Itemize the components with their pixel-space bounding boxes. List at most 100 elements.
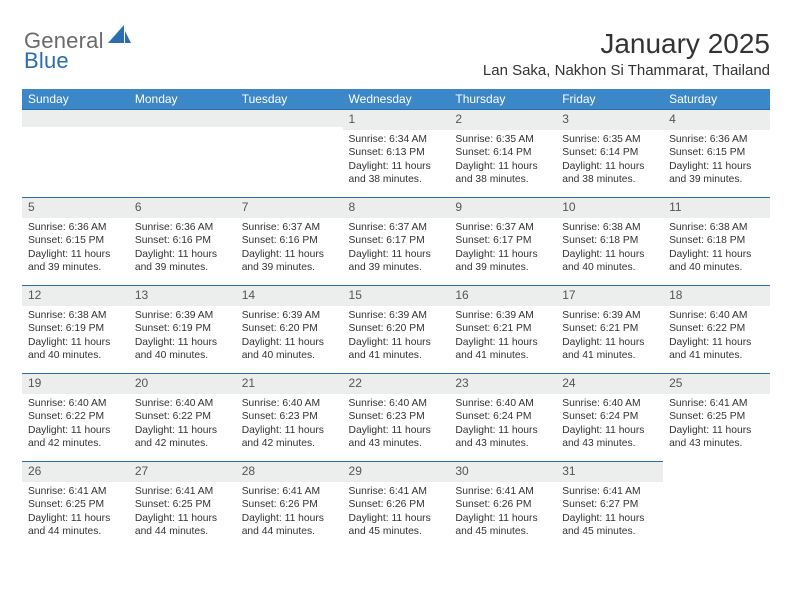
day-number: 4: [663, 109, 770, 130]
calendar-cell: 16Sunrise: 6:39 AMSunset: 6:21 PMDayligh…: [449, 285, 556, 373]
day-content: Sunrise: 6:39 AMSunset: 6:19 PMDaylight:…: [129, 306, 236, 369]
calendar-cell: 1Sunrise: 6:34 AMSunset: 6:13 PMDaylight…: [343, 109, 450, 197]
day-number: 13: [129, 285, 236, 306]
empty-day-bar: [236, 109, 343, 127]
day-content: Sunrise: 6:41 AMSunset: 6:25 PMDaylight:…: [663, 394, 770, 457]
empty-day-bar: [129, 109, 236, 127]
calendar-cell: 23Sunrise: 6:40 AMSunset: 6:24 PMDayligh…: [449, 373, 556, 461]
day-number: 27: [129, 461, 236, 482]
calendar-cell: [22, 109, 129, 197]
day-number: 24: [556, 373, 663, 394]
day-content: Sunrise: 6:40 AMSunset: 6:23 PMDaylight:…: [343, 394, 450, 457]
title-block: January 2025 Lan Saka, Nakhon Si Thammar…: [483, 28, 770, 79]
calendar-cell: 12Sunrise: 6:38 AMSunset: 6:19 PMDayligh…: [22, 285, 129, 373]
calendar-cell: 19Sunrise: 6:40 AMSunset: 6:22 PMDayligh…: [22, 373, 129, 461]
day-number: 1: [343, 109, 450, 130]
day-content: Sunrise: 6:40 AMSunset: 6:22 PMDaylight:…: [22, 394, 129, 457]
day-number: 31: [556, 461, 663, 482]
day-content: Sunrise: 6:37 AMSunset: 6:16 PMDaylight:…: [236, 218, 343, 281]
empty-day-bar: [22, 109, 129, 127]
day-content: Sunrise: 6:41 AMSunset: 6:26 PMDaylight:…: [343, 482, 450, 545]
day-content: Sunrise: 6:41 AMSunset: 6:27 PMDaylight:…: [556, 482, 663, 545]
calendar-cell: 11Sunrise: 6:38 AMSunset: 6:18 PMDayligh…: [663, 197, 770, 285]
calendar-week: 1Sunrise: 6:34 AMSunset: 6:13 PMDaylight…: [22, 109, 770, 197]
day-header-saturday: Saturday: [663, 89, 770, 109]
calendar-week: 26Sunrise: 6:41 AMSunset: 6:25 PMDayligh…: [22, 461, 770, 549]
day-content: Sunrise: 6:40 AMSunset: 6:24 PMDaylight:…: [556, 394, 663, 457]
calendar-cell: [129, 109, 236, 197]
day-number: 14: [236, 285, 343, 306]
day-number: 23: [449, 373, 556, 394]
calendar-cell: [236, 109, 343, 197]
calendar-cell: 6Sunrise: 6:36 AMSunset: 6:16 PMDaylight…: [129, 197, 236, 285]
day-number: 3: [556, 109, 663, 130]
calendar-week: 12Sunrise: 6:38 AMSunset: 6:19 PMDayligh…: [22, 285, 770, 373]
day-number: 22: [343, 373, 450, 394]
logo-text-blue: Blue: [24, 48, 69, 73]
day-content: Sunrise: 6:40 AMSunset: 6:23 PMDaylight:…: [236, 394, 343, 457]
day-content: Sunrise: 6:35 AMSunset: 6:14 PMDaylight:…: [449, 130, 556, 193]
calendar-cell: [663, 461, 770, 549]
day-header-thursday: Thursday: [449, 89, 556, 109]
day-content: Sunrise: 6:40 AMSunset: 6:22 PMDaylight:…: [129, 394, 236, 457]
calendar-cell: 27Sunrise: 6:41 AMSunset: 6:25 PMDayligh…: [129, 461, 236, 549]
day-content: Sunrise: 6:38 AMSunset: 6:18 PMDaylight:…: [556, 218, 663, 281]
day-header-friday: Friday: [556, 89, 663, 109]
location: Lan Saka, Nakhon Si Thammarat, Thailand: [483, 62, 770, 79]
header: General January 2025 Lan Saka, Nakhon Si…: [22, 28, 770, 79]
calendar-cell: 18Sunrise: 6:40 AMSunset: 6:22 PMDayligh…: [663, 285, 770, 373]
day-number: 9: [449, 197, 556, 218]
day-number: 28: [236, 461, 343, 482]
calendar-cell: 17Sunrise: 6:39 AMSunset: 6:21 PMDayligh…: [556, 285, 663, 373]
day-number: 2: [449, 109, 556, 130]
calendar-cell: 24Sunrise: 6:40 AMSunset: 6:24 PMDayligh…: [556, 373, 663, 461]
day-number: 19: [22, 373, 129, 394]
calendar-cell: 29Sunrise: 6:41 AMSunset: 6:26 PMDayligh…: [343, 461, 450, 549]
day-number: 12: [22, 285, 129, 306]
day-content: Sunrise: 6:41 AMSunset: 6:26 PMDaylight:…: [449, 482, 556, 545]
calendar-cell: 30Sunrise: 6:41 AMSunset: 6:26 PMDayligh…: [449, 461, 556, 549]
calendar-cell: 22Sunrise: 6:40 AMSunset: 6:23 PMDayligh…: [343, 373, 450, 461]
day-number: 8: [343, 197, 450, 218]
day-content: Sunrise: 6:39 AMSunset: 6:20 PMDaylight:…: [236, 306, 343, 369]
day-number: 11: [663, 197, 770, 218]
day-number: 25: [663, 373, 770, 394]
day-header-wednesday: Wednesday: [343, 89, 450, 109]
calendar-cell: 7Sunrise: 6:37 AMSunset: 6:16 PMDaylight…: [236, 197, 343, 285]
calendar-cell: 14Sunrise: 6:39 AMSunset: 6:20 PMDayligh…: [236, 285, 343, 373]
day-content: Sunrise: 6:38 AMSunset: 6:19 PMDaylight:…: [22, 306, 129, 369]
calendar-week: 19Sunrise: 6:40 AMSunset: 6:22 PMDayligh…: [22, 373, 770, 461]
calendar-table: SundayMondayTuesdayWednesdayThursdayFrid…: [22, 89, 770, 549]
day-content: Sunrise: 6:37 AMSunset: 6:17 PMDaylight:…: [343, 218, 450, 281]
calendar-cell: 21Sunrise: 6:40 AMSunset: 6:23 PMDayligh…: [236, 373, 343, 461]
calendar-cell: 31Sunrise: 6:41 AMSunset: 6:27 PMDayligh…: [556, 461, 663, 549]
day-content: Sunrise: 6:41 AMSunset: 6:25 PMDaylight:…: [22, 482, 129, 545]
day-content: Sunrise: 6:39 AMSunset: 6:20 PMDaylight:…: [343, 306, 450, 369]
calendar-cell: 15Sunrise: 6:39 AMSunset: 6:20 PMDayligh…: [343, 285, 450, 373]
month-title: January 2025: [483, 28, 770, 60]
day-number: 18: [663, 285, 770, 306]
day-content: Sunrise: 6:34 AMSunset: 6:13 PMDaylight:…: [343, 130, 450, 193]
calendar-cell: 26Sunrise: 6:41 AMSunset: 6:25 PMDayligh…: [22, 461, 129, 549]
calendar-cell: 13Sunrise: 6:39 AMSunset: 6:19 PMDayligh…: [129, 285, 236, 373]
calendar-cell: 8Sunrise: 6:37 AMSunset: 6:17 PMDaylight…: [343, 197, 450, 285]
calendar-cell: 3Sunrise: 6:35 AMSunset: 6:14 PMDaylight…: [556, 109, 663, 197]
day-number: 16: [449, 285, 556, 306]
day-content: Sunrise: 6:35 AMSunset: 6:14 PMDaylight:…: [556, 130, 663, 193]
day-number: 7: [236, 197, 343, 218]
day-number: 6: [129, 197, 236, 218]
day-content: Sunrise: 6:39 AMSunset: 6:21 PMDaylight:…: [556, 306, 663, 369]
day-content: Sunrise: 6:41 AMSunset: 6:26 PMDaylight:…: [236, 482, 343, 545]
day-header-sunday: Sunday: [22, 89, 129, 109]
calendar-cell: 10Sunrise: 6:38 AMSunset: 6:18 PMDayligh…: [556, 197, 663, 285]
day-number: 20: [129, 373, 236, 394]
day-header-row: SundayMondayTuesdayWednesdayThursdayFrid…: [22, 89, 770, 109]
day-content: Sunrise: 6:36 AMSunset: 6:16 PMDaylight:…: [129, 218, 236, 281]
day-number: 10: [556, 197, 663, 218]
day-content: Sunrise: 6:38 AMSunset: 6:18 PMDaylight:…: [663, 218, 770, 281]
logo-sail-icon: [108, 25, 132, 50]
calendar-cell: 4Sunrise: 6:36 AMSunset: 6:15 PMDaylight…: [663, 109, 770, 197]
calendar-cell: 28Sunrise: 6:41 AMSunset: 6:26 PMDayligh…: [236, 461, 343, 549]
day-header-tuesday: Tuesday: [236, 89, 343, 109]
calendar-cell: 25Sunrise: 6:41 AMSunset: 6:25 PMDayligh…: [663, 373, 770, 461]
